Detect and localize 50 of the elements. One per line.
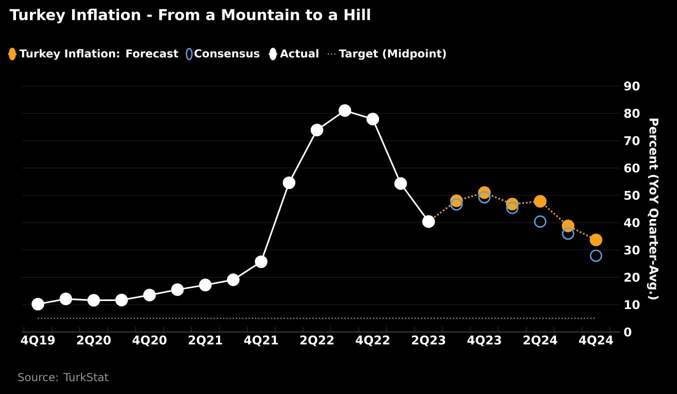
y-tick-label: 40 — [624, 218, 640, 228]
source-note: Source: TurkStat — [18, 372, 108, 382]
point — [32, 298, 44, 310]
point — [394, 177, 407, 190]
y-tick-label: 0 — [624, 327, 632, 337]
y-tick-label: 60 — [624, 163, 640, 173]
point — [254, 255, 268, 268]
point — [534, 195, 547, 208]
x-tick-label: 2Q23 — [412, 336, 446, 346]
point — [506, 202, 518, 214]
legend-label: Actual — [280, 49, 318, 58]
x-tick-label: 4Q22 — [356, 336, 390, 346]
x-tick-label: 2Q20 — [77, 336, 111, 346]
chart-title: Turkey Inflation - From a Mountain to a Hill — [10, 8, 370, 24]
x-tick-label: 4Q23 — [467, 336, 501, 346]
point — [450, 198, 463, 210]
y-tick-label: 30 — [624, 245, 640, 255]
x-tick-label: 2Q24 — [524, 336, 558, 346]
point — [282, 176, 296, 190]
y-tick-label: 70 — [624, 136, 640, 146]
point — [199, 278, 212, 292]
point — [87, 294, 100, 307]
point — [143, 288, 156, 302]
legend-label: Turkey Inflation: Forecast — [19, 49, 178, 60]
x-tick-label: 4Q19 — [20, 336, 55, 346]
y-tick-label: 90 — [624, 81, 640, 91]
y-tick-label: 80 — [624, 108, 640, 118]
point — [60, 292, 72, 306]
x-tick-label: 2Q22 — [300, 336, 334, 346]
y-tick-label: 20 — [624, 272, 640, 282]
point — [590, 234, 602, 246]
point — [171, 283, 184, 296]
point — [590, 250, 602, 262]
point — [338, 104, 352, 117]
x-tick-label: 4Q24 — [578, 336, 614, 346]
legend-label: Consensus — [194, 49, 260, 58]
point — [562, 227, 574, 240]
x-tick-label: 4Q21 — [244, 336, 278, 346]
y-tick-label: 50 — [624, 190, 640, 200]
point — [115, 294, 128, 306]
point — [366, 112, 380, 126]
x-tick-label: 4Q20 — [132, 336, 167, 346]
point — [478, 191, 491, 204]
point — [226, 273, 240, 286]
y-tick-label: 10 — [624, 300, 640, 310]
y-axis-title: Percent (YoY Quarter-Avg.) — [647, 118, 659, 300]
x-tick-label: 2Q21 — [188, 336, 222, 346]
point — [534, 215, 546, 228]
point — [310, 124, 324, 136]
legend-label: Target (Midpoint) — [338, 49, 446, 60]
